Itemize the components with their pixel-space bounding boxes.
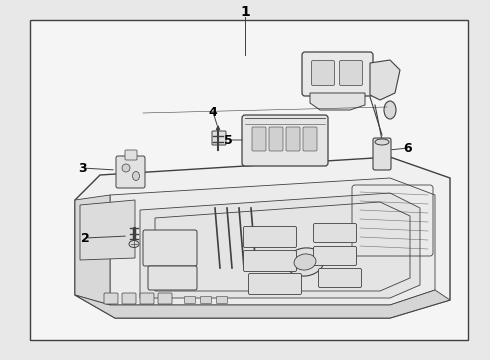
Polygon shape bbox=[110, 178, 435, 305]
FancyBboxPatch shape bbox=[269, 127, 283, 151]
FancyBboxPatch shape bbox=[217, 297, 227, 303]
FancyBboxPatch shape bbox=[104, 293, 118, 304]
Ellipse shape bbox=[132, 171, 140, 180]
Polygon shape bbox=[75, 157, 450, 318]
FancyBboxPatch shape bbox=[244, 226, 296, 248]
FancyBboxPatch shape bbox=[122, 293, 136, 304]
Ellipse shape bbox=[384, 101, 396, 119]
FancyBboxPatch shape bbox=[248, 274, 301, 294]
FancyBboxPatch shape bbox=[140, 293, 154, 304]
Ellipse shape bbox=[286, 248, 324, 276]
FancyBboxPatch shape bbox=[286, 127, 300, 151]
FancyBboxPatch shape bbox=[116, 156, 145, 188]
FancyBboxPatch shape bbox=[148, 266, 197, 290]
FancyBboxPatch shape bbox=[373, 138, 391, 170]
FancyBboxPatch shape bbox=[244, 251, 296, 271]
Text: 2: 2 bbox=[81, 231, 89, 244]
Ellipse shape bbox=[375, 139, 389, 145]
FancyBboxPatch shape bbox=[318, 269, 362, 288]
FancyBboxPatch shape bbox=[143, 230, 197, 266]
FancyBboxPatch shape bbox=[340, 60, 363, 86]
FancyBboxPatch shape bbox=[30, 20, 468, 340]
FancyBboxPatch shape bbox=[125, 150, 137, 160]
FancyBboxPatch shape bbox=[200, 297, 212, 303]
FancyBboxPatch shape bbox=[242, 115, 328, 166]
Ellipse shape bbox=[294, 254, 316, 270]
Text: 6: 6 bbox=[404, 141, 412, 154]
FancyBboxPatch shape bbox=[185, 297, 196, 303]
FancyBboxPatch shape bbox=[314, 224, 357, 243]
FancyBboxPatch shape bbox=[212, 131, 226, 145]
Polygon shape bbox=[140, 193, 420, 298]
Polygon shape bbox=[75, 290, 450, 318]
Text: 1: 1 bbox=[240, 5, 250, 19]
FancyBboxPatch shape bbox=[158, 293, 172, 304]
FancyBboxPatch shape bbox=[314, 247, 357, 266]
Polygon shape bbox=[310, 93, 365, 110]
Text: 3: 3 bbox=[78, 162, 86, 175]
Text: 4: 4 bbox=[209, 105, 218, 118]
Ellipse shape bbox=[122, 164, 130, 172]
FancyBboxPatch shape bbox=[303, 127, 317, 151]
Polygon shape bbox=[370, 60, 400, 100]
FancyBboxPatch shape bbox=[252, 127, 266, 151]
Text: 5: 5 bbox=[223, 134, 232, 147]
Polygon shape bbox=[80, 200, 135, 260]
Polygon shape bbox=[75, 195, 110, 305]
FancyBboxPatch shape bbox=[302, 52, 373, 96]
Ellipse shape bbox=[129, 240, 139, 248]
FancyBboxPatch shape bbox=[312, 60, 335, 86]
